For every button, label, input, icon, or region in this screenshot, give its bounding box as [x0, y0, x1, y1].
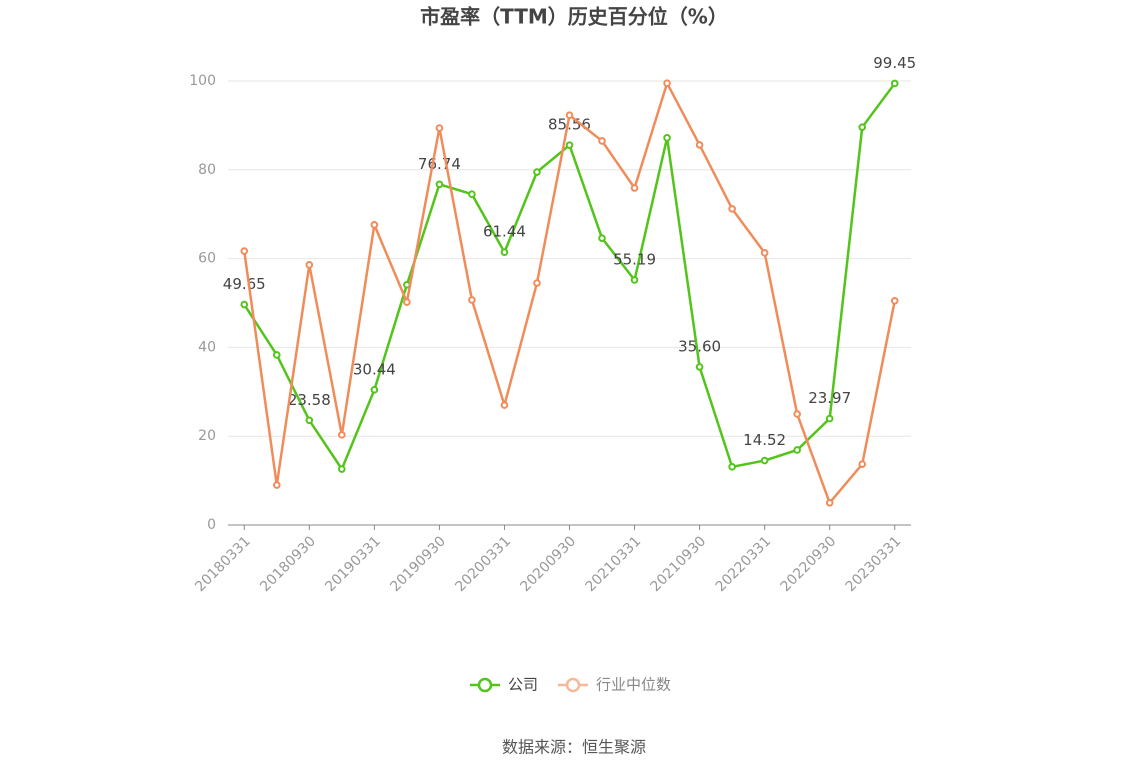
y-tick-label: 60	[198, 251, 216, 267]
data-point	[533, 168, 541, 176]
data-point	[793, 446, 801, 454]
data-point	[760, 249, 769, 257]
data-label: 99.45	[873, 54, 916, 72]
data-point	[890, 296, 899, 305]
data-point	[663, 79, 671, 88]
x-tick-label: 20190930	[387, 533, 449, 595]
y-tick-label: 0	[207, 517, 216, 533]
data-label: 76.74	[418, 155, 461, 173]
data-point	[793, 410, 801, 418]
data-label: 35.60	[678, 337, 721, 355]
data-point	[728, 205, 736, 213]
data-point	[272, 481, 281, 489]
data-point	[338, 431, 346, 439]
legend-label: 公司	[508, 676, 538, 694]
y-tick-label: 100	[189, 73, 216, 89]
data-label: 55.19	[613, 250, 656, 268]
data-point	[305, 261, 314, 269]
data-label: 61.44	[483, 223, 526, 241]
data-point	[565, 141, 574, 149]
y-tick-label: 40	[198, 339, 216, 355]
legend-label: 行业中位数	[596, 676, 671, 694]
data-point	[630, 276, 639, 284]
data-point	[533, 279, 541, 287]
x-tick-label: 20210331	[582, 533, 644, 595]
data-label: 49.65	[223, 275, 266, 293]
data-point	[435, 124, 444, 132]
data-point	[500, 401, 509, 409]
data-point	[825, 414, 834, 423]
data-point	[500, 248, 509, 257]
chart-title: 市盈率（TTM）历史百分位（%）	[420, 5, 728, 29]
data-label: 23.97	[808, 389, 851, 407]
data-point	[338, 465, 346, 473]
data-point	[435, 180, 444, 189]
legend-marker	[565, 677, 581, 693]
data-point	[370, 221, 379, 229]
x-tick-label: 20210930	[648, 533, 710, 595]
data-label: 85.56	[548, 116, 591, 134]
x-tick-label: 20200331	[452, 533, 514, 595]
data-point	[370, 386, 379, 394]
data-point	[468, 190, 476, 199]
y-tick-label: 20	[198, 428, 216, 444]
x-tick-label: 20200930	[517, 533, 579, 595]
legend-item: 公司	[470, 676, 538, 694]
data-point	[695, 141, 704, 149]
data-point	[305, 416, 314, 425]
data-point	[760, 456, 769, 465]
data-point	[598, 234, 606, 242]
data-point	[858, 123, 867, 131]
y-tick-label: 80	[198, 162, 216, 178]
legend-item: 行业中位数	[558, 676, 671, 694]
x-tick-label: 20220331	[713, 533, 775, 595]
legend-marker	[477, 677, 493, 693]
data-point	[695, 363, 704, 371]
data-point	[403, 298, 411, 306]
data-point	[272, 351, 281, 359]
data-point	[240, 247, 249, 255]
x-tick-label: 20220930	[778, 533, 840, 595]
data-point	[858, 460, 867, 468]
data-label: 23.58	[288, 391, 331, 409]
data-point	[240, 300, 249, 309]
data-point	[890, 79, 899, 88]
x-tick-label: 20190331	[322, 533, 384, 595]
source: 数据来源：恒生聚源	[502, 738, 646, 757]
data-label: 30.44	[353, 360, 396, 378]
x-tick-label: 20180331	[192, 533, 254, 595]
data-point	[630, 184, 639, 192]
data-point	[825, 499, 834, 507]
x-tick-label: 20230331	[843, 533, 905, 595]
data-point	[598, 137, 606, 145]
data-point	[468, 296, 476, 304]
x-tick-label: 20180930	[257, 533, 319, 595]
data-point	[663, 134, 671, 142]
data-point	[565, 111, 574, 119]
data-label: 14.52	[743, 431, 786, 449]
data-point	[728, 463, 736, 471]
